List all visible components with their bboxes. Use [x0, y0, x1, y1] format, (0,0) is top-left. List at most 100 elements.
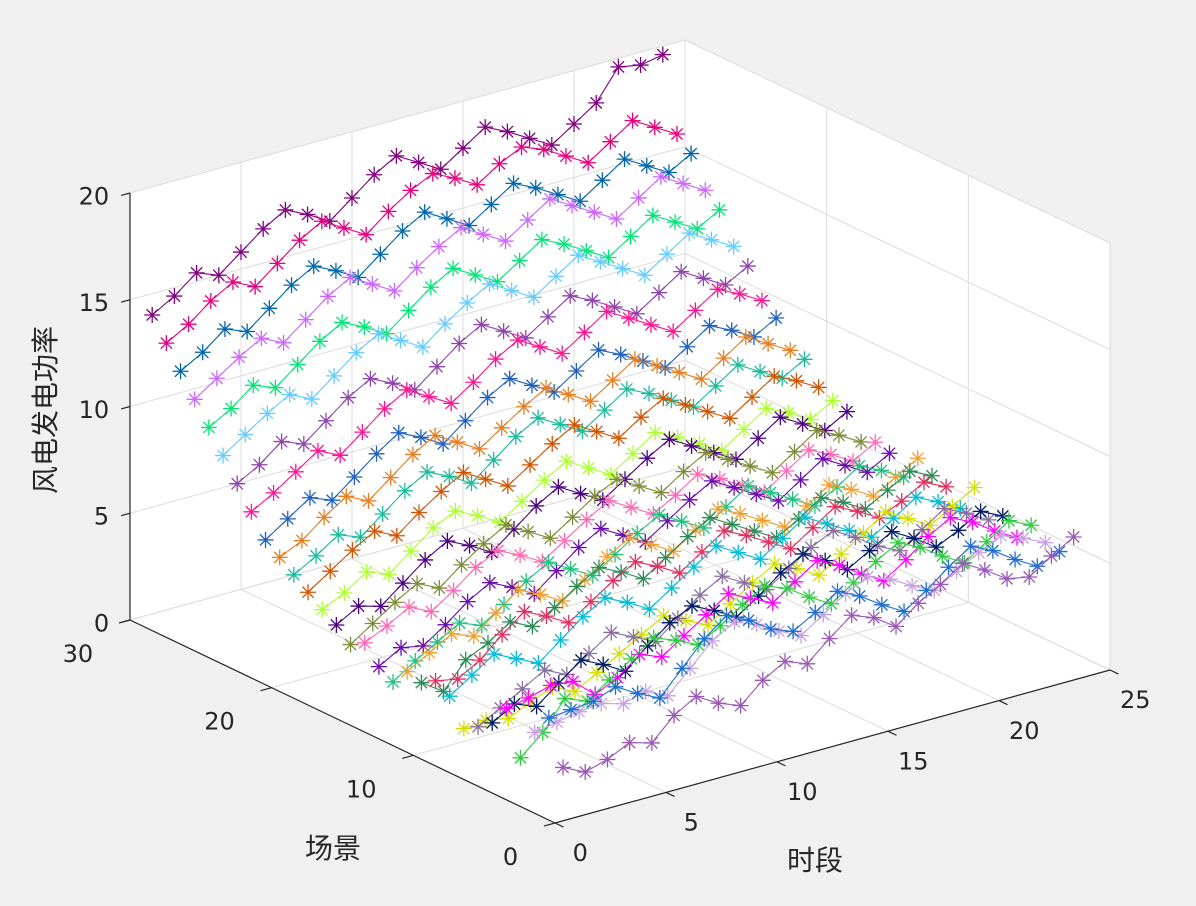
data-point-marker: [859, 464, 876, 481]
data-point-marker: [512, 547, 529, 564]
z-tick-mark: [120, 619, 131, 624]
data-point-marker: [384, 375, 401, 392]
data-point-marker: [739, 258, 756, 275]
data-point-marker: [778, 463, 795, 479]
data-point-marker: [457, 651, 474, 668]
data-point-marker: [646, 119, 663, 136]
data-point-marker: [715, 350, 732, 367]
data-point-marker: [552, 416, 569, 433]
data-point-marker: [461, 537, 478, 554]
data-point-marker: [380, 203, 397, 220]
series-7: [470, 500, 997, 735]
data-point-marker: [727, 451, 744, 468]
grid-floor-y: [413, 601, 969, 756]
data-point-marker: [562, 287, 579, 304]
data-point-marker: [409, 575, 426, 592]
data-point-marker: [336, 584, 353, 601]
data-point-marker: [558, 453, 575, 470]
data-point-marker: [1037, 534, 1054, 551]
data-point-marker: [573, 651, 589, 668]
data-point-marker: [879, 482, 896, 499]
data-point-marker: [603, 624, 620, 641]
data-point-marker: [934, 548, 951, 565]
data-point-marker: [976, 562, 993, 579]
data-point-marker: [499, 123, 516, 140]
y-axis-label: 场景: [305, 832, 361, 865]
data-point-marker: [311, 333, 328, 350]
data-point-marker: [457, 412, 474, 429]
data-point-marker: [445, 260, 462, 277]
data-point-marker: [667, 487, 684, 504]
data-point-marker: [459, 593, 476, 610]
data-point-marker: [344, 189, 360, 206]
data-point-marker: [651, 284, 667, 301]
data-point-marker: [877, 503, 894, 520]
data-point-marker: [685, 558, 702, 575]
data-point-marker: [445, 582, 462, 599]
data-point-marker: [590, 559, 607, 576]
z-tick-mark: [120, 192, 131, 197]
data-point-marker: [796, 351, 813, 368]
data-point-marker: [599, 751, 616, 768]
data-point-marker: [837, 457, 854, 474]
data-point-marker: [853, 433, 870, 450]
data-point-marker: [802, 411, 819, 428]
data-point-marker: [299, 206, 316, 223]
y-tick-mark: [260, 687, 272, 692]
x-tick-mark: [998, 700, 1008, 706]
data-point-marker: [593, 695, 610, 712]
series-25: [215, 225, 742, 464]
data-point-marker: [824, 392, 841, 409]
data-point-marker: [821, 630, 838, 647]
data-point-marker: [758, 581, 775, 598]
data-point-marker: [736, 574, 753, 591]
data-point-marker: [700, 616, 717, 633]
data-point-marker: [597, 589, 614, 606]
data-point-marker: [1065, 528, 1082, 545]
data-point-marker: [327, 262, 344, 279]
data-point-marker: [502, 613, 519, 630]
data-point-marker: [738, 527, 755, 544]
data-point-marker: [229, 475, 246, 492]
data-point-marker: [344, 542, 361, 559]
data-point-marker: [638, 157, 655, 174]
data-point-marker: [966, 479, 983, 496]
data-point-marker: [396, 482, 413, 499]
data-point-marker: [750, 588, 767, 605]
data-point-marker: [621, 529, 638, 546]
data-point-marker: [653, 484, 670, 501]
data-point-marker: [636, 267, 653, 284]
data-point-marker: [1029, 558, 1046, 575]
grid-right-z: [684, 253, 1111, 457]
data-point-marker: [736, 421, 752, 438]
data-point-marker: [705, 444, 722, 461]
data-point-marker: [619, 594, 636, 611]
series-6: [484, 503, 1011, 731]
data-point-marker: [688, 688, 705, 705]
data-point-marker: [366, 523, 383, 540]
series-21: [271, 329, 799, 566]
data-point-marker: [616, 151, 633, 168]
data-point-marker: [893, 493, 910, 510]
data-point-marker: [563, 701, 580, 718]
data-point-marker: [737, 329, 754, 346]
data-point-marker: [952, 500, 969, 517]
data-point-marker: [475, 226, 492, 243]
data-point-marker: [186, 391, 203, 408]
data-point-marker: [679, 338, 696, 355]
data-point-marker: [358, 226, 375, 243]
data-point-marker: [446, 170, 463, 187]
data-point-marker: [582, 393, 599, 410]
data-point-marker: [449, 434, 466, 451]
data-point-marker: [267, 379, 284, 396]
data-point-marker: [838, 403, 855, 420]
data-point-marker: [400, 302, 417, 319]
data-point-marker: [843, 481, 860, 498]
grid-back-z: [129, 146, 686, 301]
data-point-marker: [465, 374, 482, 391]
data-point-marker: [674, 660, 691, 677]
data-point-marker: [486, 646, 503, 663]
series-22: [257, 310, 785, 548]
data-point-marker: [503, 282, 520, 299]
data-point-marker: [504, 579, 521, 596]
